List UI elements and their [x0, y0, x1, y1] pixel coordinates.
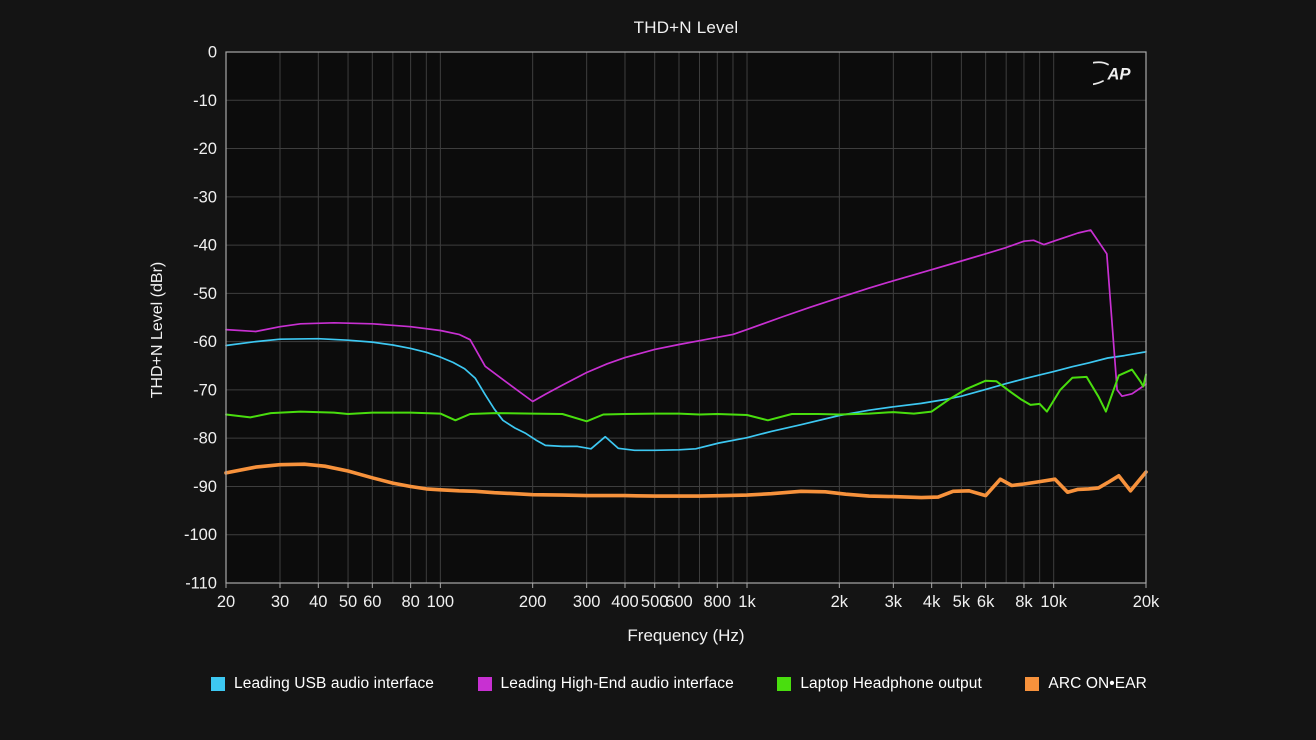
y-tick-label: -60	[193, 333, 217, 351]
legend-item-highend-interface: Leading High-End audio interface	[477, 675, 734, 693]
x-tick-label: 20	[217, 593, 235, 611]
y-tick-label: -80	[193, 430, 217, 448]
ap-logo-text: AP	[1107, 66, 1132, 84]
legend-label: Leading USB audio interface	[234, 675, 435, 692]
x-axis-title: Frequency (Hz)	[627, 626, 745, 645]
x-tick-label: 50	[339, 593, 357, 611]
plot-frame	[225, 51, 1147, 584]
x-tick-label: 8k	[1015, 593, 1033, 611]
y-tick-label: -10	[193, 92, 217, 110]
legend-swatch-green	[777, 677, 792, 691]
x-tick-label: 80	[401, 593, 419, 611]
legend: Leading USB audio interface Leading High…	[211, 675, 1147, 693]
x-tick-label: 3k	[885, 593, 903, 611]
legend-swatch-magenta	[477, 677, 492, 691]
x-tick-label: 200	[519, 593, 547, 611]
x-tick-label: 20k	[1133, 593, 1160, 611]
x-tick-label: 10k	[1040, 593, 1067, 611]
y-tick-label: -30	[193, 188, 217, 206]
x-tick-label: 100	[427, 593, 455, 611]
legend-label: ARC ON•EAR	[1048, 675, 1147, 692]
x-tick-label: 40	[309, 593, 327, 611]
plot-area	[226, 52, 1146, 583]
x-tick-label: 800	[704, 593, 732, 611]
x-tick-label: 6k	[977, 593, 995, 611]
y-axis-title: THD+N Level (dBr)	[149, 261, 166, 399]
y-tick-label: -70	[193, 381, 217, 399]
x-tick-label: 30	[271, 593, 289, 611]
legend-label: Laptop Headphone output	[800, 675, 982, 692]
y-tick-label: -110	[185, 575, 217, 593]
y-tick-label: -50	[193, 285, 217, 303]
legend-item-laptop-headphone: Laptop Headphone output	[777, 675, 982, 693]
x-tick-label: 300	[573, 593, 601, 611]
legend-swatch-cyan	[211, 677, 225, 691]
x-tick-label: 2k	[831, 593, 849, 611]
y-tick-label: -90	[193, 478, 217, 496]
ap-logo: AP	[1074, 52, 1147, 96]
x-tick-label: 600	[665, 593, 693, 611]
series-line-arc-on-ear	[224, 462, 1148, 500]
x-tick-label: 4k	[923, 593, 941, 611]
chart-title: THD+N Level	[633, 18, 739, 37]
x-tick-label: 1k	[738, 593, 756, 611]
x-tick-label: 500	[641, 593, 669, 611]
y-tick-label: -20	[193, 140, 217, 158]
series-line-leading-usb-audio-interface	[225, 337, 1147, 452]
legend-item-arc-onear: ARC ON•EAR	[1025, 675, 1147, 693]
legend-swatch-orange	[1025, 677, 1040, 691]
y-tick-label: -40	[193, 237, 217, 255]
legend-item-usb-interface: Leading USB audio interface	[211, 675, 434, 693]
legend-label: Leading High-End audio interface	[500, 675, 734, 692]
x-tick-label: 60	[363, 593, 381, 611]
ap-logo-swoosh-icon: AP	[1074, 61, 1132, 86]
x-tick-label: 400	[611, 593, 639, 611]
y-tick-label: -100	[184, 526, 217, 544]
y-tick-label: 0	[208, 44, 217, 62]
series-line-leading-high-end-audio-interface	[225, 229, 1147, 403]
series-line-laptop-headphone-output	[225, 368, 1147, 423]
x-tick-label: 5k	[953, 593, 971, 611]
